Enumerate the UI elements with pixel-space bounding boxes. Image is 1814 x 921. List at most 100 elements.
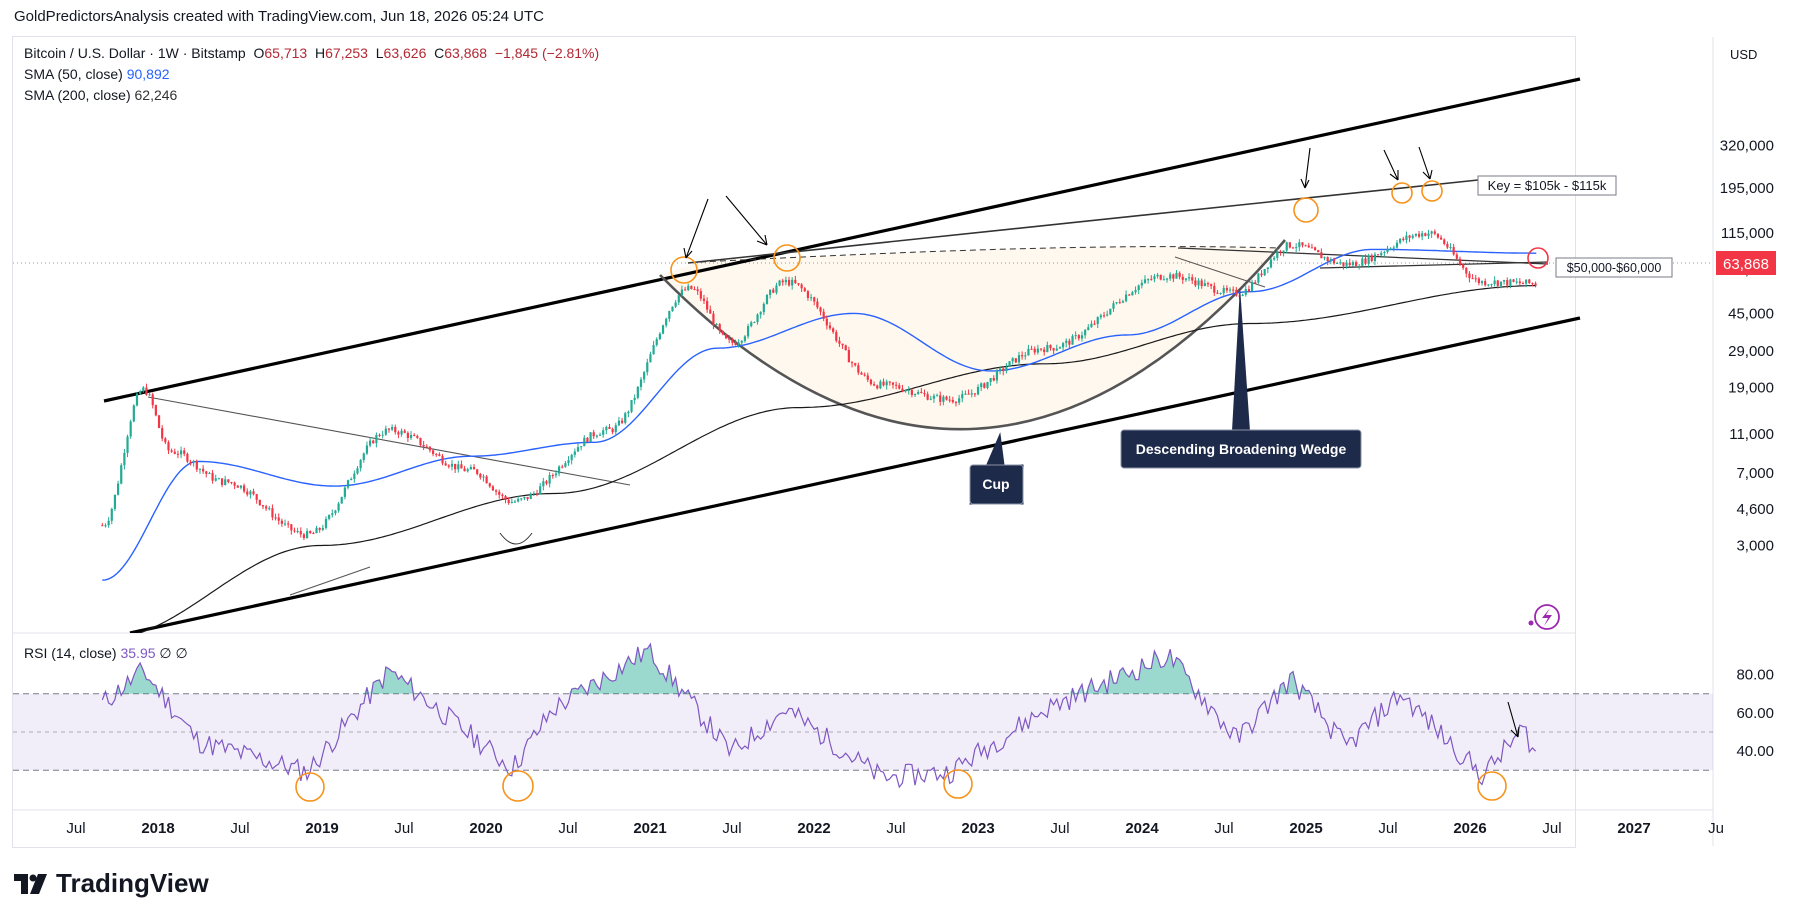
candle-body	[724, 334, 728, 339]
key-zone-label[interactable]: Key = $105k - $115k	[1477, 175, 1617, 196]
price-axis-tick: 320,000	[1720, 137, 1774, 154]
candle-body	[690, 285, 693, 290]
candle-body	[217, 478, 220, 480]
candle-body	[1055, 348, 1058, 351]
sma50-line	[102, 248, 1537, 581]
sma50-legend[interactable]: SMA (50, close) 90,892	[24, 66, 170, 82]
tradingview-logo-icon	[14, 873, 47, 894]
time-axis-tick: 2019	[305, 820, 338, 837]
candle-body	[246, 491, 249, 495]
candle-body	[1518, 281, 1521, 284]
tradingview-logo[interactable]: TradingView	[14, 868, 209, 899]
candle-body	[765, 294, 769, 304]
candle-body	[179, 450, 183, 455]
candle-body	[557, 466, 561, 474]
candle-body	[1521, 283, 1525, 285]
time-axis: Jul 2018 Jul 2019 Jul 2020 Jul 2021 Jul 2022 Jul 20…	[66, 820, 1724, 837]
candle-body	[161, 427, 164, 439]
candle-body	[476, 469, 479, 474]
candle-body	[598, 434, 602, 436]
triangle-upper-line	[147, 396, 631, 486]
candle-body	[1222, 287, 1225, 294]
symbol-title[interactable]: Bitcoin / U.S. Dollar · 1W · Bitstamp	[24, 45, 246, 61]
time-axis-tick: 2018	[141, 820, 174, 837]
candle-body	[1191, 277, 1194, 281]
candle-body	[828, 325, 832, 329]
candle-body	[806, 291, 810, 298]
candle-body	[929, 398, 932, 400]
support-zone-text: $50,000-$60,000	[1567, 261, 1662, 275]
lightning-icon[interactable]	[1528, 604, 1560, 630]
candle-body	[220, 478, 224, 485]
candle-body	[1228, 289, 1232, 291]
candle-body	[652, 344, 655, 355]
sma200-legend[interactable]: SMA (200, close) 62,246	[24, 87, 177, 103]
candle-body	[1197, 280, 1200, 286]
candle-body	[816, 301, 819, 308]
candle-body	[636, 386, 639, 398]
candle-body	[1449, 247, 1452, 249]
trendlines	[103, 77, 1581, 633]
candle-body	[1392, 247, 1395, 249]
candle-body	[170, 450, 173, 452]
candle-body	[1266, 267, 1269, 270]
candle-body	[337, 503, 340, 511]
cup-callout-text: Cup	[982, 476, 1009, 492]
time-axis-tick: 2021	[633, 820, 666, 837]
candle-body	[734, 342, 737, 345]
candle-body	[195, 461, 198, 470]
candle-body	[948, 399, 951, 401]
rsi-axis-tick: 80.00	[1736, 667, 1774, 684]
candle-body	[1336, 262, 1339, 264]
candle-body	[1137, 285, 1140, 291]
candle-body	[1027, 348, 1030, 356]
candle-body	[523, 496, 526, 499]
rsi-legend[interactable]: RSI (14, close) 35.95 ∅ ∅	[24, 645, 188, 662]
candle-body	[277, 517, 280, 521]
rsi-label: RSI (14, close)	[24, 645, 117, 661]
candle-body	[299, 531, 302, 535]
candle-body	[265, 506, 268, 509]
rsi-highlight-circle	[1477, 771, 1507, 801]
candle-body	[1156, 274, 1159, 277]
price-axis: 320,000195,000115,00075,00045,00029,0001…	[1720, 137, 1774, 554]
candle-body	[1402, 238, 1405, 240]
time-axis-tick: Jul	[394, 820, 413, 837]
candle-body	[1131, 292, 1134, 296]
price-axis-tick: 195,000	[1720, 180, 1774, 197]
candle-body	[592, 432, 595, 437]
candle-body	[860, 372, 863, 375]
candle-body	[608, 426, 611, 429]
candle-body	[791, 279, 794, 286]
candle-body	[1525, 279, 1528, 284]
wedge-callout[interactable]: Descending Broadening Wedge	[1120, 287, 1362, 469]
candle-body	[1446, 243, 1449, 248]
candle-body	[1147, 279, 1150, 281]
time-axis-tick: Jul	[558, 820, 577, 837]
candle-body	[1465, 267, 1468, 274]
candle-body	[1373, 254, 1377, 262]
candle-body	[1065, 340, 1068, 344]
candle-body	[813, 297, 816, 302]
candle-body	[898, 385, 901, 389]
currency-label: USD	[1730, 47, 1757, 62]
candle-body	[1502, 280, 1506, 282]
candle-body	[731, 339, 734, 343]
candle-body	[343, 487, 346, 497]
time-axis-tick: 2025	[1289, 820, 1322, 837]
candle-body	[1036, 348, 1039, 353]
candle-body	[980, 383, 983, 388]
chart-header: GoldPredictorsAnalysis created with Trad…	[14, 8, 544, 25]
candle-body	[334, 510, 337, 514]
candle-body	[1162, 279, 1165, 281]
candle-body	[1389, 248, 1392, 250]
candle-body	[879, 381, 882, 389]
candle-body	[419, 437, 422, 445]
candle-body	[872, 384, 876, 386]
support-zone-label[interactable]: $50,000-$60,000	[1555, 257, 1673, 278]
cup-callout[interactable]: Cup	[969, 432, 1024, 505]
candle-body	[781, 280, 784, 283]
arrow-icon	[725, 195, 768, 246]
highlight-circle	[1527, 247, 1549, 269]
